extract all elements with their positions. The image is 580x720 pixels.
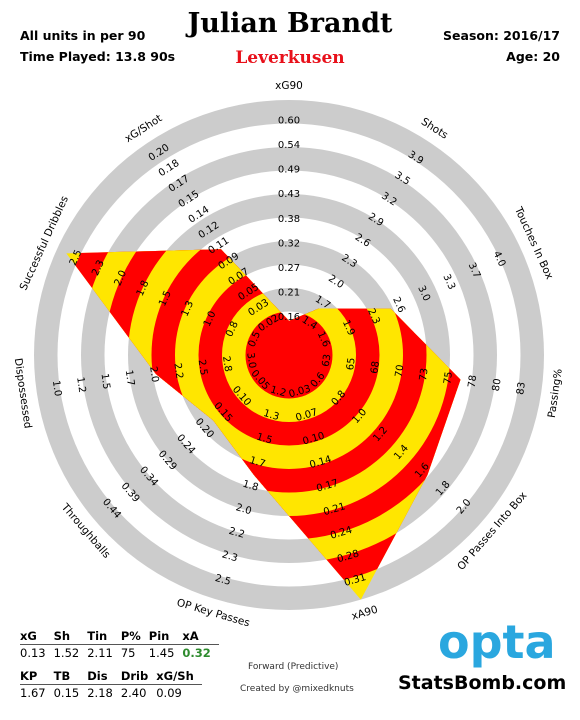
radar-tick-label: 2.0	[234, 502, 252, 517]
stat-header: TB	[53, 668, 88, 685]
stat-header: Drib	[120, 668, 157, 685]
radar-tick-label: 80	[491, 378, 504, 392]
radar-tick-label: 70	[394, 364, 407, 378]
radar-tick-label: 1.5	[255, 432, 273, 447]
stat-value: 2.18	[87, 686, 113, 700]
opta-logo: opta	[438, 615, 554, 669]
radar-tick-label: 1.7	[123, 369, 136, 386]
stat-header: Sh	[53, 628, 88, 645]
stat-value: 2.40	[120, 686, 147, 700]
radar-polygon-center	[269, 335, 309, 375]
player-name: Julian Brandt	[187, 8, 393, 39]
radar-tick-label: 78	[467, 374, 480, 388]
radar-tick-label: 1.2	[74, 376, 87, 393]
stat-value: 1.45	[148, 646, 175, 660]
units-note: All units in per 90	[20, 28, 146, 43]
stat-header: KP	[20, 668, 54, 685]
radar-axis-label: Shots	[419, 116, 450, 142]
radar-tick-label: 63	[321, 353, 334, 367]
time-played: Time Played: 13.8 90s	[20, 49, 176, 64]
radar-tick-label: 0.32	[278, 238, 300, 249]
radar-tick-label: 1.5	[98, 373, 111, 390]
stat-value: 0.13	[20, 646, 46, 660]
age: Age: 20	[506, 49, 560, 64]
stat-value: 75	[120, 646, 136, 660]
radar-tick-label: 73	[418, 367, 431, 381]
radar-axis-label: xA90	[350, 604, 379, 623]
radar-tick-label: 0.16	[278, 312, 300, 323]
stat-value: 0.09	[156, 686, 182, 700]
stat-header: Tin	[87, 628, 121, 645]
stat-header: P%	[120, 628, 149, 645]
radar-axis-label: xG90	[275, 80, 303, 92]
radar-tick-label: 83	[515, 381, 528, 395]
radar-tick-label: 3.0	[244, 352, 257, 369]
radar-tick-label: 2.8	[220, 355, 233, 372]
radar-tick-label: 1.0	[50, 380, 63, 397]
stat-value: 1.52	[53, 646, 80, 660]
radar-tick-label: 2.2	[227, 526, 245, 541]
radar-tick-label: 2.5	[214, 573, 232, 588]
radar-tick-label: 65	[345, 357, 358, 371]
radar-tick-label: 2.3	[221, 549, 239, 564]
radar-tick-label: 0.21	[278, 287, 300, 298]
stat-header: xG	[20, 628, 54, 645]
radar-tick-label: 2.2	[171, 362, 184, 379]
radar-tick-label: 0.60	[278, 116, 300, 127]
radar-tick-label: 0.27	[278, 263, 300, 274]
team-name: Leverkusen	[235, 48, 345, 68]
radar-tick-label: 1.3	[262, 408, 280, 423]
radar-tick-label: 1.2	[269, 384, 287, 399]
stat-value: 1.67	[20, 686, 46, 700]
statsbomb-brand: StatsBomb.com	[398, 672, 567, 694]
season: Season: 2016/17	[443, 28, 560, 43]
stat-header: xA	[182, 628, 219, 645]
stat-value: 0.15	[53, 686, 80, 700]
stat-header: xG/Sh	[156, 668, 202, 685]
opta-logo-text: opta	[438, 615, 554, 669]
credit-label: Created by @mixedknuts	[240, 684, 354, 694]
radar-tick-label: 0.38	[278, 214, 300, 225]
stat-value: 2.11	[87, 646, 113, 660]
stat-header: Dis	[87, 668, 121, 685]
radar-tick-label: 2.5	[196, 359, 209, 376]
stat-value-highlight: 0.32	[182, 646, 211, 660]
stats-table-row1: xG Sh Tin P% Pin xA 0.13 1.52 2.11 75 1.…	[20, 628, 219, 661]
radar-axis-label: Passing%	[546, 368, 565, 419]
radar-tick-label: 0.49	[278, 165, 300, 176]
radar-axis-label: Dispossessed	[12, 357, 34, 429]
stats-table-row2: KP TB Dis Drib xG/Sh 1.67 0.15 2.18 2.40…	[20, 668, 202, 701]
radar-tick-label: 2.0	[147, 366, 160, 383]
radar-tick-label: 68	[369, 360, 382, 374]
radar-tick-label: 1.7	[248, 455, 266, 470]
radar-tick-label: 0.43	[278, 189, 300, 200]
radar-tick-label: 75	[442, 371, 455, 385]
radar-tick-label: 0.54	[278, 140, 300, 151]
stat-header: Pin	[148, 628, 183, 645]
radar-tick-label: 1.8	[241, 479, 259, 494]
position-label: Forward (Predictive)	[248, 662, 339, 672]
